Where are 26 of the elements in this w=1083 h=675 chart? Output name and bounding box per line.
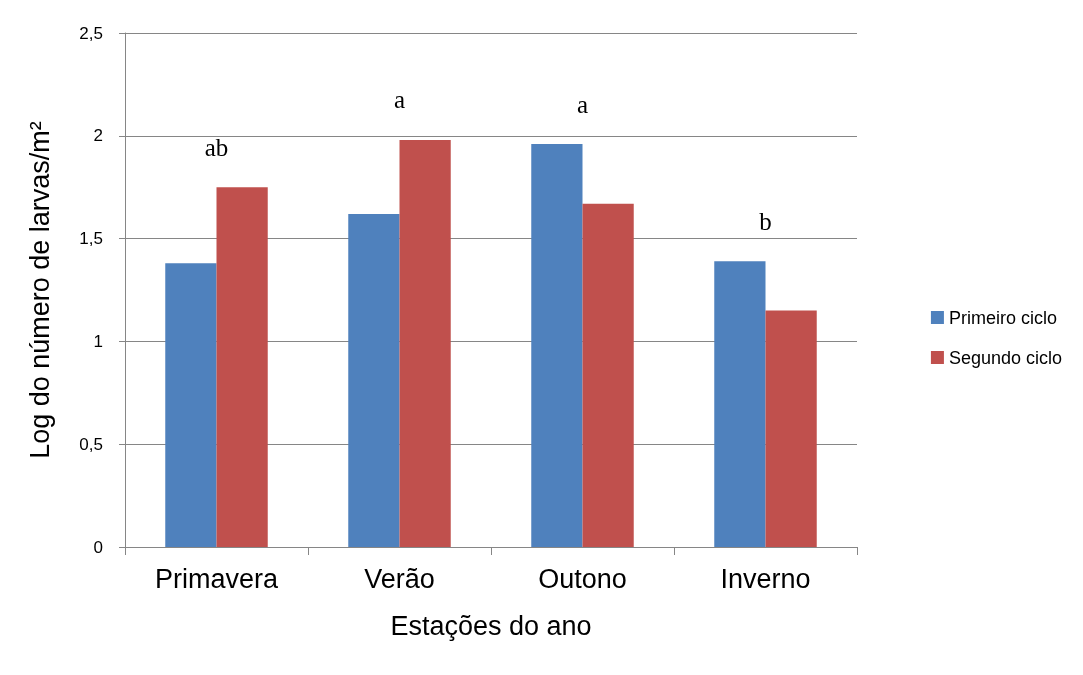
y-tick-label: 1 bbox=[93, 331, 103, 351]
bar bbox=[714, 261, 766, 547]
y-tick-label: 0,5 bbox=[79, 434, 103, 454]
legend-label: Primeiro ciclo bbox=[948, 307, 1057, 328]
x-axis-title: Estações do ano bbox=[390, 610, 592, 641]
x-tick-label: Inverno bbox=[720, 563, 811, 594]
annotation: b bbox=[759, 207, 772, 235]
y-tick-label: 0 bbox=[93, 537, 103, 557]
bar bbox=[765, 310, 817, 547]
bar bbox=[216, 187, 268, 547]
x-tick-label: Verão bbox=[364, 563, 435, 594]
y-tick-label: 2 bbox=[93, 126, 103, 146]
bar bbox=[399, 139, 451, 547]
y-tick-label: 2,5 bbox=[79, 23, 103, 43]
annotation: a bbox=[393, 86, 406, 114]
x-tick-label: Outono bbox=[538, 563, 627, 594]
legend-label: Segundo ciclo bbox=[948, 347, 1063, 368]
bar bbox=[165, 263, 217, 547]
y-axis-title: Log do número de larvas/m² bbox=[24, 121, 55, 459]
annotation: a bbox=[576, 90, 589, 118]
bar bbox=[348, 213, 400, 547]
annotation: ab bbox=[204, 133, 229, 161]
bar bbox=[582, 203, 634, 547]
y-tick-label: 1,5 bbox=[79, 229, 103, 249]
x-tick-label: Primavera bbox=[154, 563, 279, 594]
bar bbox=[531, 144, 583, 547]
